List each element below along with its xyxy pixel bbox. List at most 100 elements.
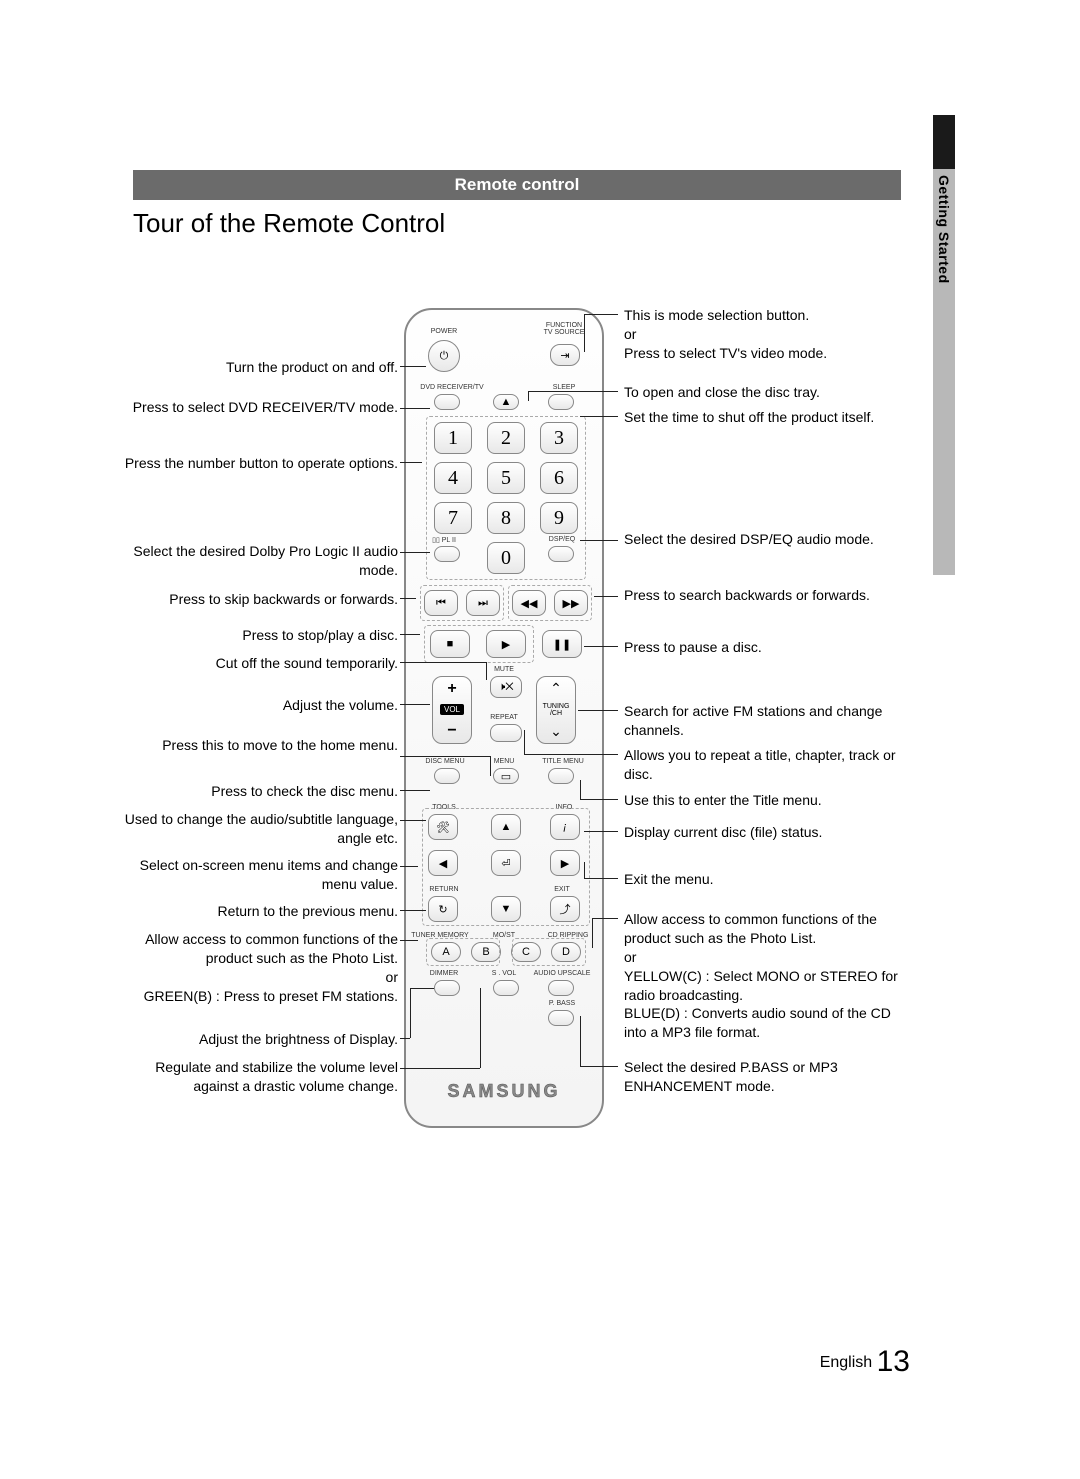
lead-r-repeat	[524, 754, 618, 755]
tab-chapter-title-block: Getting Started	[933, 169, 955, 575]
tuning-rocker: ⌃ TUNING /CH ⌄	[536, 676, 576, 744]
power-icon: ⏻	[440, 350, 449, 363]
menu-button: ▭	[493, 768, 519, 784]
receiver-button	[434, 394, 460, 410]
svol-button	[493, 980, 519, 996]
callout-tuning: Search for active FM stations and change…	[624, 702, 914, 740]
lead-r-titlemenu	[580, 799, 618, 800]
callout-vol: Adjust the volume.	[118, 696, 398, 715]
lead-l-skip	[400, 598, 416, 599]
upscale-button	[548, 980, 574, 996]
label-upscale: AUDIO UPSCALE	[530, 970, 594, 977]
dashed-search	[508, 585, 592, 621]
callout-color-a: Allow access to common functions of the …	[118, 930, 398, 1006]
lead-l-discmenu	[400, 790, 430, 791]
brand-logo: SAMSUNG	[406, 1081, 602, 1102]
volume-rocker: + VOL −	[432, 676, 472, 744]
callout-info: Display current disc (file) status.	[624, 823, 914, 842]
eject-button: ▲	[493, 394, 519, 410]
section-header: Remote control	[133, 170, 901, 200]
sleep-button	[548, 394, 574, 410]
callout-select: Select on-screen menu items and change m…	[118, 856, 398, 894]
callout-svol: Regulate and stabilize the volume level …	[118, 1058, 398, 1096]
page-title: Tour of the Remote Control	[133, 208, 445, 239]
pbass-button	[548, 1010, 574, 1026]
callout-search: Press to search backwards or forwards.	[624, 586, 914, 605]
dashed-skip	[420, 585, 504, 621]
lead-r-func	[584, 314, 618, 315]
power-button: ⏻	[428, 340, 460, 372]
lead-l-stop	[400, 634, 420, 635]
label-titlemenu: TITLE MENU	[538, 758, 588, 765]
lead-l-tools	[400, 820, 426, 821]
callout-eject: To open and close the disc tray.	[624, 383, 914, 402]
dimmer-button	[434, 980, 460, 996]
callout-pause: Press to pause a disc.	[624, 638, 914, 657]
lead-l-power	[400, 366, 426, 367]
mute-button: 🕨✕	[490, 676, 522, 698]
callout-dimmer: Adjust the brightness of Display.	[118, 1030, 398, 1049]
chapter-number: 01	[936, 67, 952, 83]
lead-l-nums	[400, 462, 422, 463]
callout-receiver: Press to select DVD RECEIVER/TV mode.	[118, 398, 398, 417]
lead-l-recv	[400, 408, 430, 409]
callout-exit: Exit the menu.	[624, 870, 914, 889]
callout-color-d: Allow access to common functions of the …	[624, 910, 914, 1042]
lead-r-search	[594, 596, 618, 597]
callout-home: Press this to move to the home menu.	[118, 736, 398, 755]
lead-l-colorA	[400, 940, 418, 941]
lead-l-vol	[400, 704, 430, 705]
label-mute: MUTE	[406, 666, 602, 673]
page-number: 13	[877, 1345, 910, 1378]
callout-discmenu: Press to check the disc menu.	[118, 782, 398, 801]
lead-l-home	[400, 756, 490, 757]
chapter-title: Getting Started	[936, 175, 952, 284]
dashed-stopplay	[424, 625, 534, 663]
tab-chapter-block: 01	[933, 115, 955, 169]
titlemenu-button	[548, 768, 574, 784]
callout-return: Return to the previous menu.	[118, 902, 398, 921]
callout-mute: Cut off the sound temporarily.	[118, 654, 398, 673]
label-sleep: SLEEP	[544, 384, 584, 391]
lead-l-svol	[400, 1068, 480, 1069]
discmenu-button	[434, 768, 460, 784]
callout-func: This is mode selection button. or Press …	[624, 306, 914, 363]
lead-r-exit	[584, 878, 618, 879]
callout-tools: Used to change the audio/subtitle langua…	[118, 810, 398, 848]
source-icon: ⇥	[560, 349, 569, 362]
label-receiver: DVD RECEIVER/TV	[412, 384, 492, 391]
callout-skip: Press to skip backwards or forwards.	[118, 590, 398, 609]
lead-r-colorD	[592, 918, 618, 919]
callout-stopplay: Press to stop/play a disc.	[118, 626, 398, 645]
lead-l-dimmer	[400, 1038, 410, 1039]
dashed-nav	[422, 808, 590, 926]
footer-lang: English	[820, 1354, 872, 1371]
lead-r-pbass	[580, 1066, 618, 1067]
lead-r-pause	[584, 646, 618, 647]
label-pbass: P. BASS	[540, 1000, 584, 1007]
lead-l-select	[400, 866, 418, 867]
callout-power: Turn the product on and off.	[118, 358, 398, 377]
source-button: ⇥	[550, 344, 580, 366]
repeat-button	[490, 724, 522, 742]
lead-l-return	[400, 910, 426, 911]
label-repeat: REPEAT	[406, 714, 602, 721]
callout-sleep: Set the time to shut off the product its…	[624, 408, 914, 427]
dashed-ab	[426, 938, 500, 966]
lead-r-eject	[528, 391, 618, 392]
lead-r-tuning	[578, 710, 618, 711]
callout-pbass: Select the desired P.BASS or MP3 ENHANCE…	[624, 1058, 914, 1096]
callout-repeat: Allows you to repeat a title, chapter, t…	[624, 746, 914, 784]
dashed-numbers	[426, 416, 586, 580]
remote-diagram: POWER FUNCTION TV SOURCE ⏻ ⇥ DVD RECEIVE…	[404, 308, 604, 1128]
page-footer: English 13	[820, 1345, 910, 1379]
callout-numbers: Press the number button to operate optio…	[118, 454, 398, 473]
lead-r-sleep	[580, 416, 618, 417]
lead-r-info	[584, 831, 618, 832]
callout-titlemenu: Use this to enter the Title menu.	[624, 791, 914, 810]
lead-l-dolby	[400, 552, 430, 553]
label-power: POWER	[424, 328, 464, 335]
lead-r-dspeq	[580, 540, 618, 541]
callout-dspeq: Select the desired DSP/EQ audio mode.	[624, 530, 914, 549]
side-tab: 01 Getting Started	[933, 115, 955, 575]
